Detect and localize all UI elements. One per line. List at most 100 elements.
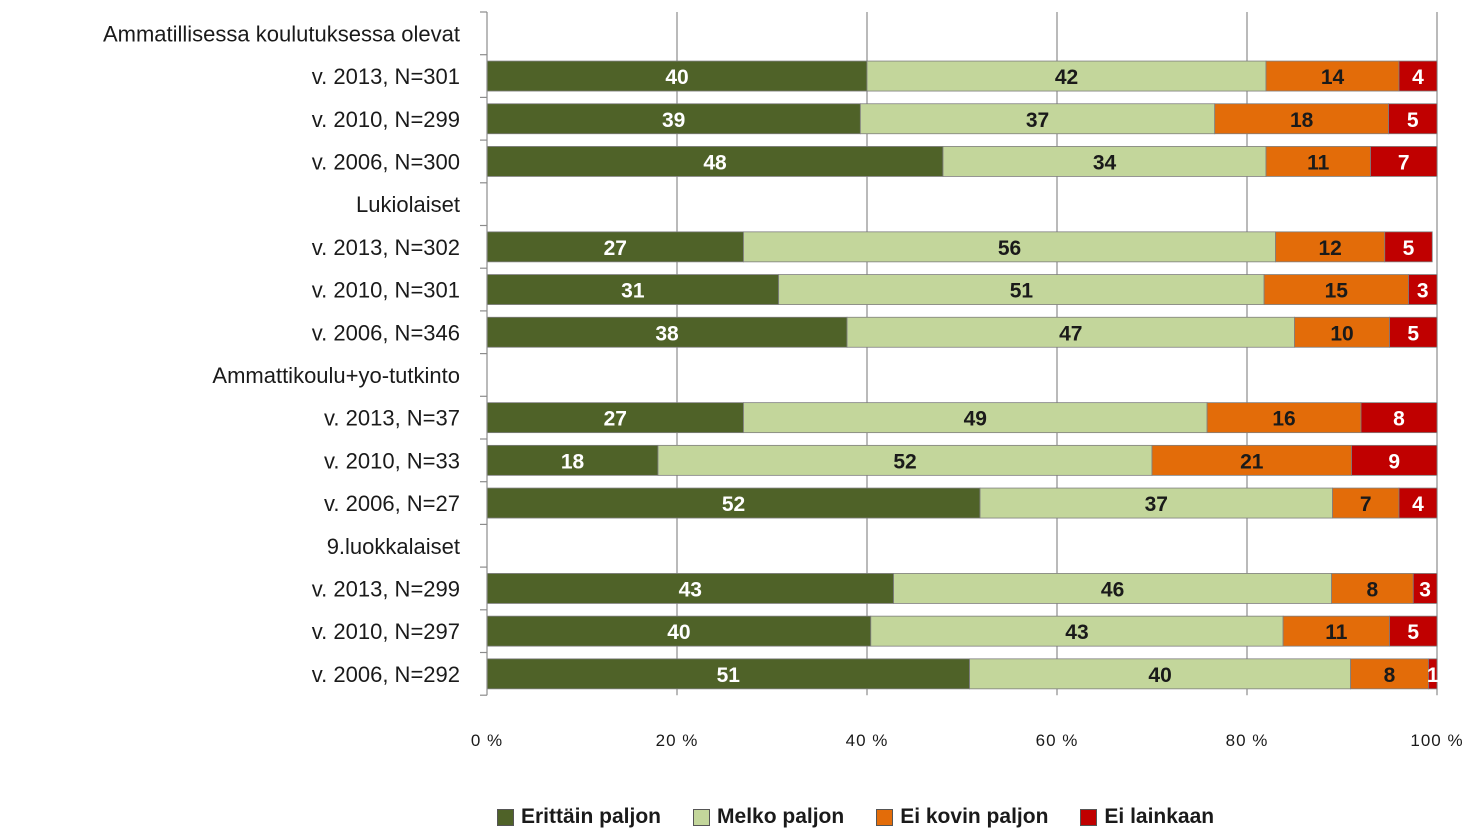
data-label: 42 — [1055, 66, 1078, 89]
data-label: 43 — [1065, 621, 1088, 644]
legend-swatch — [497, 808, 514, 826]
bar-segment — [870, 615, 1284, 647]
bar-segment — [1370, 146, 1438, 177]
bar-segment — [778, 274, 1265, 305]
legend-items: Erittäin paljon Melko paljon Ei kovin palj… — [497, 805, 1246, 829]
data-label: 49 — [964, 408, 987, 431]
data-label: 27 — [604, 408, 627, 431]
data-label: 18 — [561, 450, 585, 473]
bar-segment — [1206, 402, 1362, 434]
bar-segment — [486, 274, 780, 305]
data-label: 15 — [1325, 280, 1349, 303]
bar-segment — [1398, 60, 1438, 92]
x-tick-label: 80 % — [1226, 731, 1269, 750]
data-label: 3 — [1419, 578, 1431, 601]
category-label: v. 2010, N=297 — [312, 619, 460, 644]
data-label: 40 — [1148, 664, 1171, 687]
bar-segment — [1388, 103, 1438, 135]
data-label: 5 — [1407, 322, 1419, 345]
data-label: 21 — [1240, 450, 1264, 473]
legend-item: Ei lainkaan — [1080, 805, 1214, 829]
bar-segment — [979, 487, 1333, 519]
legend-item: Melko paljon — [693, 805, 844, 829]
bar-segment — [1214, 103, 1389, 135]
axes — [480, 11, 488, 696]
data-label: 4 — [1412, 493, 1424, 516]
category-label: v. 2006, N=292 — [312, 662, 460, 687]
bar-segment — [486, 60, 868, 92]
data-label: 52 — [893, 450, 916, 473]
data-label: 9 — [1388, 450, 1400, 473]
category-label: v. 2013, N=299 — [312, 576, 460, 601]
category-label: v. 2006, N=346 — [312, 320, 460, 345]
data-label: 51 — [1010, 280, 1034, 303]
category-label: Lukiolaiset — [356, 192, 460, 217]
data-label: 7 — [1360, 493, 1372, 516]
legend-swatch — [876, 808, 894, 826]
x-tick-label: 100 % — [1410, 731, 1463, 750]
data-label: 51 — [717, 664, 741, 687]
bar-segment — [1351, 444, 1438, 476]
data-label: 52 — [722, 493, 745, 516]
bar-segment — [486, 103, 861, 135]
bar-segment — [1360, 402, 1438, 434]
bar-segment — [1265, 60, 1400, 92]
bar-segment — [1332, 487, 1400, 519]
legend: Erittäin paljon Melko paljon Ei kovin palj… — [0, 805, 1472, 835]
bar-segment — [969, 658, 1351, 690]
bar-segment — [1389, 316, 1438, 348]
data-label: 40 — [665, 66, 688, 89]
data-label: 37 — [1145, 493, 1168, 516]
data-label: 37 — [1026, 109, 1049, 132]
bar-segment — [1275, 231, 1386, 263]
data-label: 40 — [667, 621, 690, 644]
data-label: 3 — [1417, 280, 1429, 303]
legend-item: Ei kovin paljon — [876, 805, 1048, 829]
bar-segment — [1398, 487, 1438, 519]
bar-segment — [1263, 274, 1409, 305]
bar-segment — [1265, 146, 1371, 177]
bar-segment — [1428, 658, 1438, 690]
bar-segment — [846, 316, 1295, 348]
data-label: 38 — [655, 322, 679, 345]
category-label: v. 2013, N=37 — [324, 406, 460, 431]
category-label: Ammatillisessa koulutuksessa olevat — [103, 21, 460, 46]
legend-swatch — [693, 808, 711, 826]
data-label: 47 — [1059, 322, 1082, 345]
bar-segment — [657, 444, 1153, 476]
data-label: 10 — [1330, 322, 1353, 345]
legend-label: Melko paljon — [717, 805, 845, 828]
stacked-bar-chart: 0 % 20 % 40 % 60 % 80 % 100 % Ammatillisessa k… — [103, 11, 1463, 750]
category-label: v. 2010, N=33 — [324, 448, 460, 473]
bar-segment — [1408, 274, 1438, 305]
data-label: 34 — [1093, 151, 1117, 174]
data-label: 11 — [1325, 621, 1348, 644]
data-label: 11 — [1307, 151, 1330, 174]
bar-segment — [1282, 615, 1390, 647]
data-label: 8 — [1367, 578, 1379, 601]
data-label: 1 — [1427, 664, 1439, 687]
bar-segment — [1294, 316, 1390, 348]
category-label: Ammattikoulu+yo-tutkinto — [212, 363, 460, 388]
bar-segment — [1384, 231, 1433, 263]
legend-label: Erittäin paljon — [521, 805, 662, 828]
data-label: 14 — [1321, 66, 1345, 89]
bar-segment — [1331, 573, 1414, 604]
labels: 0 % 20 % 40 % 60 % 80 % 100 % Ammatillisessa k… — [103, 21, 1463, 750]
data-label: 5 — [1403, 237, 1415, 260]
data-label: 4 — [1412, 66, 1424, 89]
category-label: v. 2006, N=300 — [312, 149, 460, 174]
data-label: 31 — [621, 280, 645, 303]
data-label: 5 — [1407, 109, 1419, 132]
category-label: v. 2013, N=301 — [312, 64, 460, 89]
data-label: 16 — [1272, 408, 1295, 431]
data-label: 8 — [1384, 664, 1396, 687]
data-label: 12 — [1318, 237, 1341, 260]
bar-segment — [893, 573, 1332, 604]
data-label: 18 — [1290, 109, 1314, 132]
bar-segment — [866, 60, 1267, 92]
bar-segment — [1350, 658, 1429, 690]
x-tick-label: 20 % — [656, 731, 699, 750]
data-label: 56 — [998, 237, 1021, 260]
bar-segment — [1389, 615, 1438, 647]
